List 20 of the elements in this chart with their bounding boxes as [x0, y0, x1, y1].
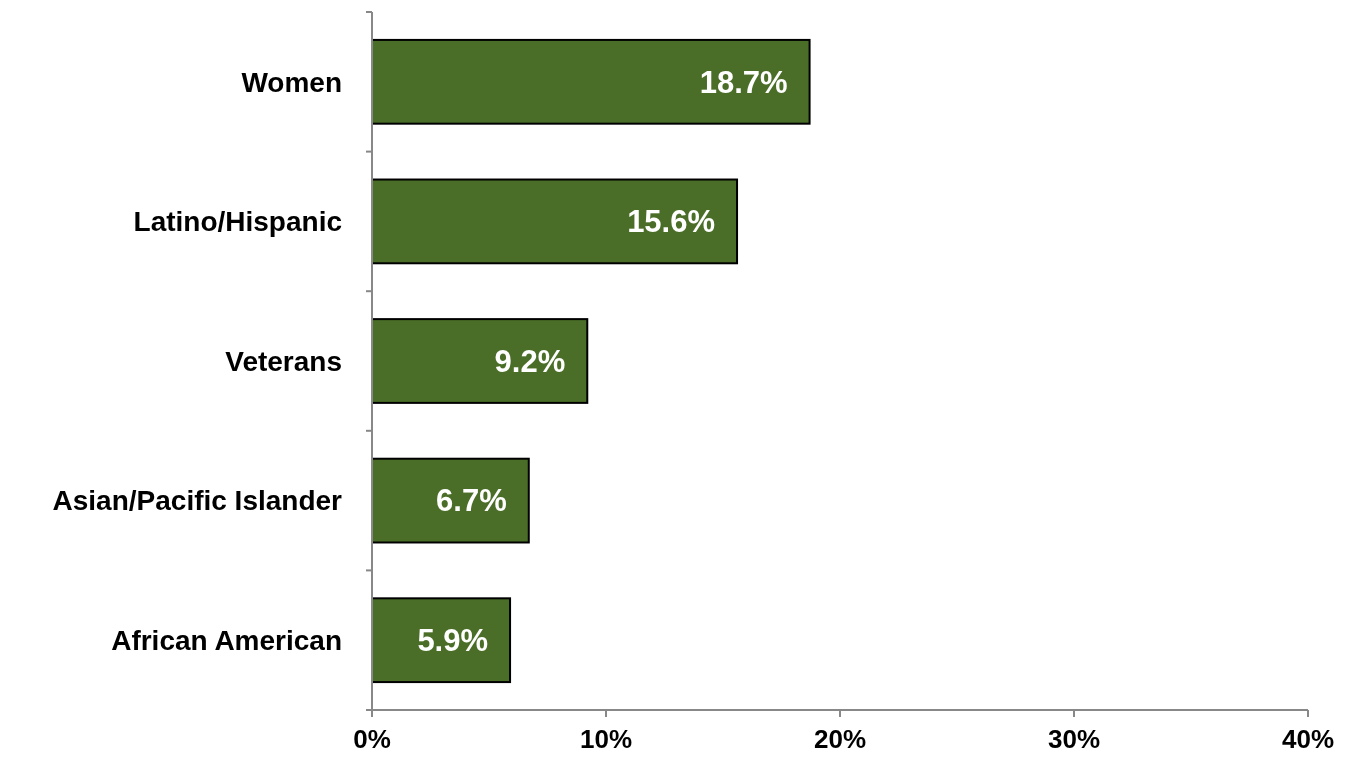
y-tick-label: Asian/Pacific Islander — [52, 485, 343, 517]
x-tick-label: 30% — [1047, 724, 1101, 754]
x-tick-label: 40% — [1281, 724, 1335, 754]
y-tick-label: African American — [111, 625, 342, 656]
data-label: 5.9% — [417, 623, 489, 659]
bar — [371, 38, 811, 125]
bar — [371, 178, 739, 265]
x-tick-label: 0% — [353, 724, 391, 754]
data-label: 9.2% — [494, 343, 566, 379]
data-label: 15.6% — [627, 204, 716, 240]
data-label: 18.7% — [699, 64, 788, 100]
y-tick-label: Veterans — [225, 345, 342, 377]
bar — [371, 597, 512, 684]
bar — [371, 318, 589, 404]
x-tick-label: 10% — [579, 724, 633, 754]
data-label: 6.7% — [436, 483, 507, 519]
bar — [371, 457, 530, 544]
x-tick-label: 20% — [813, 724, 867, 754]
y-tick-label: Women — [241, 66, 342, 98]
y-tick-label: Latino/Hispanic — [133, 206, 342, 238]
